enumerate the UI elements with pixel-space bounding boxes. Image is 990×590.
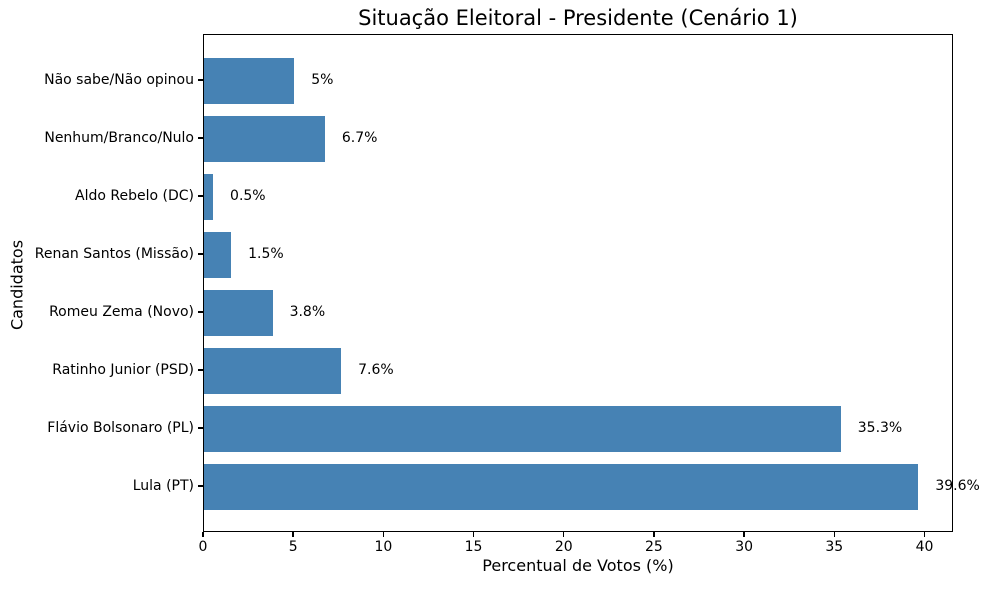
- bar: [204, 347, 342, 395]
- y-tick-mark: [198, 485, 203, 487]
- x-tick-label: 20: [554, 539, 573, 555]
- x-tick-label: 35: [825, 539, 844, 555]
- y-tick-label: Aldo Rebelo (DC): [75, 187, 194, 204]
- x-axis-title: Percentual de Votos (%): [482, 556, 674, 575]
- y-tick-mark: [198, 427, 203, 429]
- chart-title: Situação Eleitoral - Presidente (Cenário…: [358, 6, 798, 30]
- x-tick-label: 0: [198, 539, 208, 555]
- x-tick-label: 5: [288, 539, 298, 555]
- x-tick-mark: [653, 532, 655, 537]
- x-tick-mark: [833, 532, 835, 537]
- x-tick-mark: [472, 532, 475, 537]
- x-tick-mark: [292, 532, 294, 537]
- bar: [204, 173, 214, 221]
- y-tick-label: Romeu Zema (Novo): [49, 304, 194, 321]
- x-tick-mark: [923, 532, 926, 537]
- y-axis-title: Candidatos: [7, 239, 27, 331]
- bar-value-label: 7.6%: [358, 362, 394, 379]
- x-tick-mark: [382, 532, 385, 537]
- bar: [204, 463, 919, 511]
- x-tick-label: 15: [464, 539, 483, 555]
- y-tick-label: Renan Santos (Missão): [34, 245, 194, 262]
- x-tick-label: 25: [645, 539, 663, 555]
- x-tick-label: 40: [915, 539, 934, 555]
- x-tick-label: 30: [735, 539, 754, 555]
- bar: [204, 115, 325, 163]
- y-tick-label: Lula (PT): [132, 478, 194, 495]
- y-tick-label: Ratinho Junior (PSD): [52, 362, 194, 379]
- bar: [204, 289, 273, 337]
- y-tick-label: Flávio Bolsonaro (PL): [47, 420, 194, 437]
- bar-value-label: 3.8%: [289, 304, 326, 321]
- bar-value-label: 35.3%: [857, 420, 903, 437]
- y-tick-mark: [198, 79, 203, 81]
- y-tick-mark: [198, 195, 203, 197]
- x-tick-mark: [202, 532, 204, 537]
- plot-area: [203, 34, 953, 532]
- bar-value-label: 5%: [311, 71, 334, 88]
- y-tick-mark: [198, 137, 203, 139]
- y-tick-mark: [198, 369, 203, 371]
- y-tick-mark: [198, 311, 203, 313]
- bar: [204, 231, 232, 279]
- x-tick-mark: [743, 532, 745, 537]
- x-tick-mark: [563, 532, 565, 537]
- bar-value-label: 1.5%: [248, 245, 284, 262]
- bar: [204, 405, 841, 453]
- bar: [204, 57, 295, 105]
- y-tick-label: Nenhum/Branco/Nulo: [44, 129, 194, 146]
- bar-value-label: 0.5%: [230, 187, 266, 204]
- y-tick-label: Não sabe/Não opinou: [44, 71, 194, 88]
- bar-value-label: 6.7%: [341, 129, 378, 146]
- bar-value-label: 39.6%: [935, 478, 980, 495]
- x-tick-label: 10: [374, 539, 393, 555]
- y-tick-mark: [198, 253, 203, 255]
